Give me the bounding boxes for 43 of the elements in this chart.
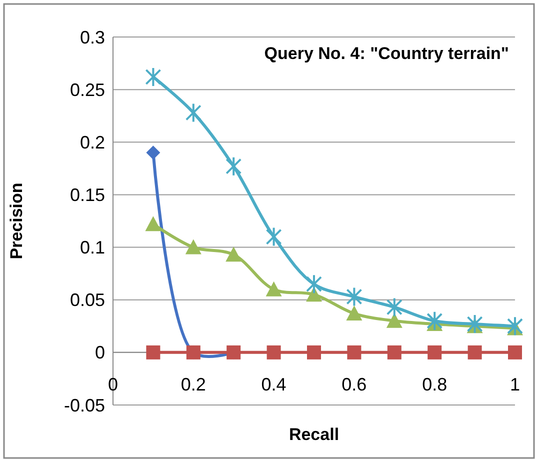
y-tick-label: 0 [94, 342, 105, 363]
point [468, 345, 482, 360]
point [386, 312, 402, 328]
point [346, 306, 362, 321]
point [146, 345, 160, 360]
y-tick-label: 0.15 [70, 185, 105, 206]
point [306, 274, 322, 294]
point [307, 345, 321, 360]
y-tick-label: 0.3 [80, 27, 105, 48]
point [266, 226, 282, 247]
x-tick-label: 1 [510, 374, 520, 394]
point [266, 281, 282, 296]
point [226, 156, 242, 176]
x-tick-label: 0.6 [342, 374, 367, 394]
point [226, 246, 242, 262]
point [507, 316, 523, 336]
point [145, 216, 162, 232]
x-axis-title: Recall [288, 425, 340, 444]
point [346, 286, 362, 307]
x-tick-label: 0.2 [180, 374, 206, 394]
point [185, 239, 202, 254]
point [145, 66, 162, 87]
y-tick-label: 0.05 [70, 290, 105, 310]
y-tick-label: -0.05 [64, 395, 105, 416]
point [347, 345, 362, 360]
point [386, 297, 402, 318]
x-tick-label: 0 [108, 374, 118, 394]
x-tick-label: 0.8 [422, 374, 448, 394]
point [426, 310, 443, 331]
point [266, 345, 281, 360]
y-tick-label: 0.1 [80, 238, 105, 258]
point [428, 345, 442, 360]
point [306, 286, 322, 302]
chart-title: Query No. 4: "Country terrain" [264, 44, 509, 63]
point [387, 345, 402, 360]
y-axis-title: Precision [7, 182, 26, 260]
y-tick-label: 0.25 [70, 80, 105, 100]
point [466, 314, 483, 334]
point [146, 146, 160, 160]
y-tick-label: 0.2 [80, 132, 105, 152]
point [185, 102, 202, 123]
point [508, 345, 522, 360]
x-tick-label: 0.4 [261, 374, 286, 394]
